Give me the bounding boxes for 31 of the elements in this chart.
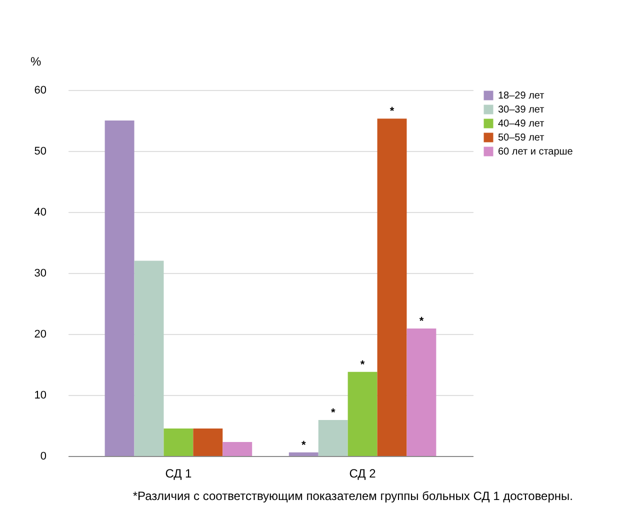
- legend-label: 30–39 лет: [498, 104, 545, 116]
- bar: [222, 442, 252, 456]
- bar: [164, 428, 194, 456]
- legend-label: 18–29 лет: [498, 90, 545, 102]
- bar: [134, 260, 164, 456]
- bar: [406, 328, 436, 456]
- bar: [104, 120, 134, 456]
- y-tick-label: 20: [34, 328, 46, 340]
- text: *Различия с соответствующим показателем группы больных СД 1 достоверны.: [132, 489, 573, 503]
- bar: [193, 428, 223, 456]
- y-tick-label: 50: [34, 146, 46, 158]
- bar: [377, 118, 407, 456]
- y-tick-label: 0: [40, 450, 46, 462]
- y-tick-label: 10: [34, 390, 46, 402]
- y-tick-label: 30: [34, 268, 46, 280]
- data-label: *: [419, 316, 424, 328]
- bar: [348, 372, 378, 456]
- bar: [288, 452, 318, 456]
- data-label: *: [360, 358, 366, 371]
- data-label: *: [390, 106, 395, 118]
- data-label: *: [330, 407, 336, 420]
- y-tick-label: 40: [34, 206, 46, 218]
- y-tick-label: 60: [34, 84, 46, 96]
- legend-label: 50–59 лет: [498, 132, 545, 144]
- legend-label: 40–49 лет: [498, 118, 545, 130]
- data-label: *: [301, 439, 306, 452]
- legend-label: 60 лет и старше: [498, 146, 574, 158]
- x-tick-label: СД 1: [165, 466, 192, 480]
- bar: [318, 420, 348, 456]
- x-tick-label: СД 2: [349, 466, 376, 480]
- y-axis-title: %: [30, 54, 42, 68]
